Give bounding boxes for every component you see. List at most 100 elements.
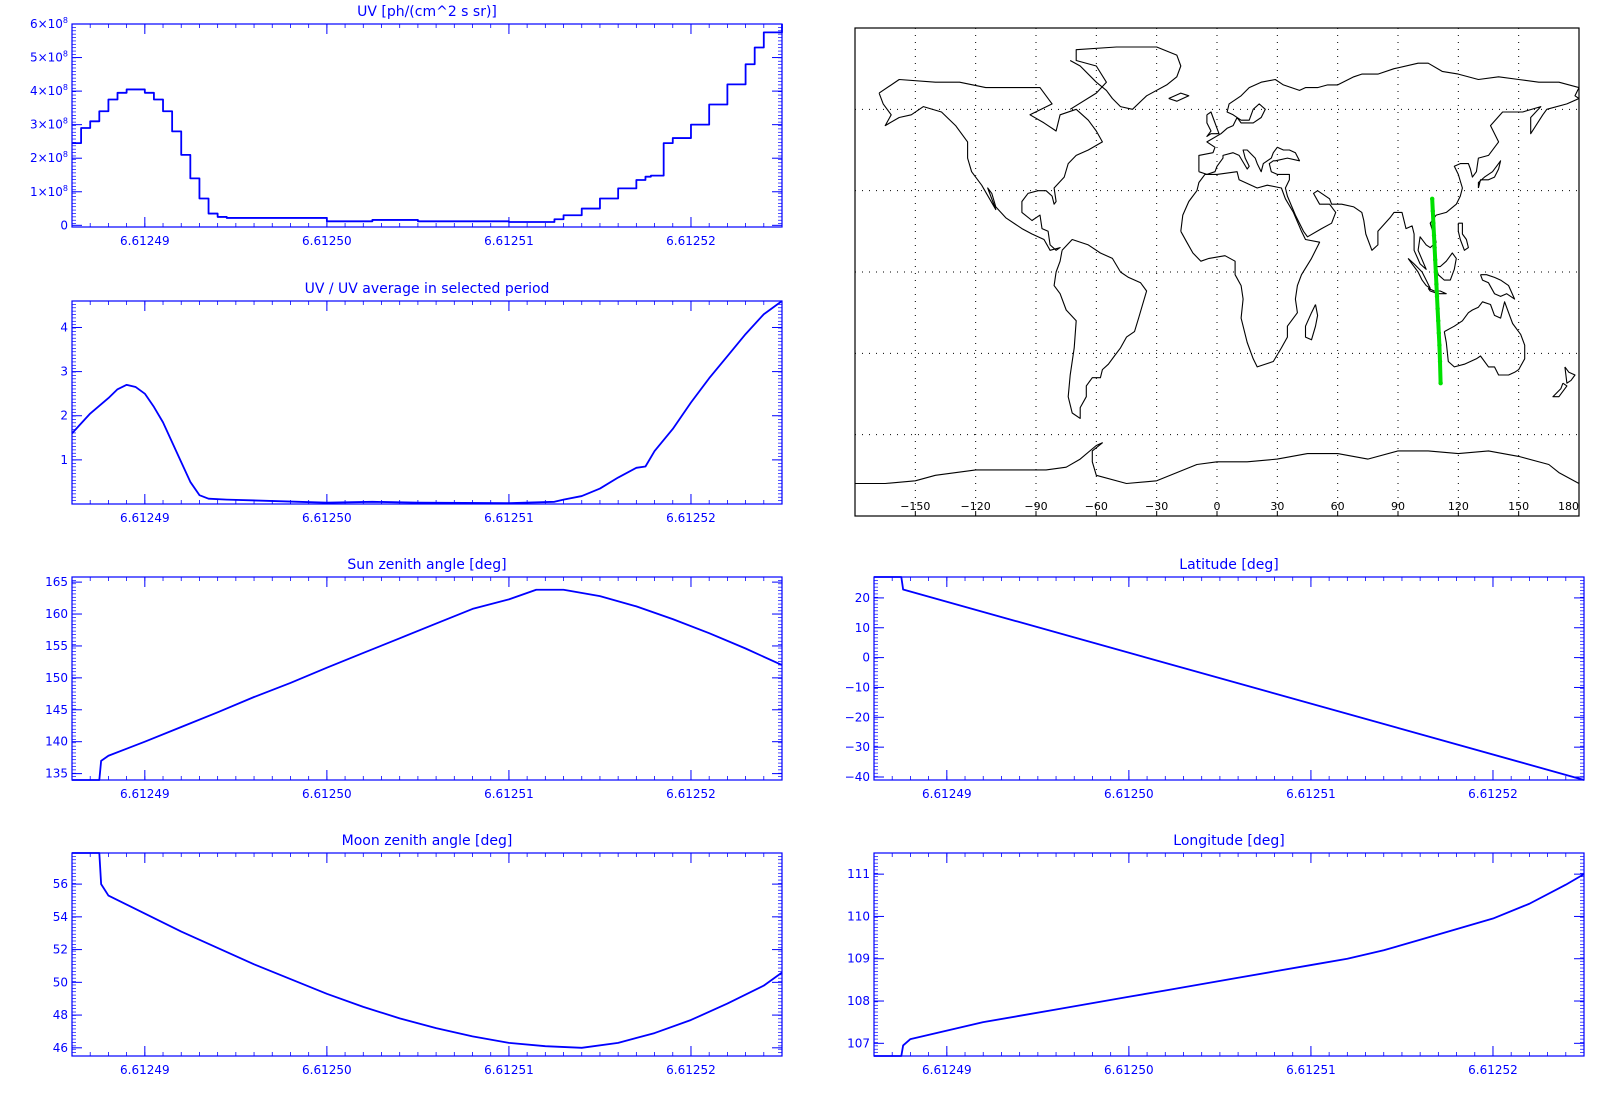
track-point (1429, 196, 1435, 201)
map-lon-tick-label: 90 (1391, 500, 1405, 513)
y-tick-label: 46 (53, 1041, 68, 1055)
track-point (1436, 330, 1442, 336)
coastline (1443, 301, 1526, 376)
chart-uv: UV [ph/(cm^2 s sr)] 6.61249 6.61250 6.61251… (30, 4, 783, 248)
y-tick-label: 107 (847, 1036, 870, 1050)
x-tick-label: 6.61252 (666, 234, 716, 248)
y-tick-label: 54 (53, 910, 68, 924)
coastline (1479, 274, 1516, 300)
y-tick-label: 2×108 (30, 150, 68, 165)
y-tick-label: −40 (845, 770, 870, 784)
y-tick-label: 6×108 (30, 16, 68, 31)
track-point (1434, 282, 1439, 287)
coastlines (855, 46, 1579, 485)
x-tick-label: 6.61249 (922, 787, 972, 801)
y-tick-exponent: 8 (63, 117, 68, 126)
y-tick-exponent: 8 (63, 50, 68, 59)
x-tick-label: 6.61250 (1104, 1063, 1154, 1077)
y-tick-label: 5×108 (30, 50, 68, 65)
track-point (1437, 343, 1442, 348)
x-tick-label: 6.61250 (302, 511, 352, 525)
y-tick-label: 3×108 (30, 117, 68, 132)
track-point (1438, 380, 1443, 386)
coastline (1457, 222, 1469, 251)
y-tick-label: 110 (847, 909, 870, 923)
chart-uv-ratio: UV / UV average in selected period 6.6124… (60, 281, 783, 525)
chart-title: Sun zenith angle [deg] (347, 557, 506, 573)
map-lon-tick-label: −150 (900, 500, 930, 513)
series-line-longitude (874, 873, 1585, 1057)
y-tick-label: 150 (45, 671, 68, 685)
coastline (1206, 111, 1220, 137)
y-tick-label: 1 (60, 453, 68, 467)
coastline (855, 442, 1579, 485)
coastline (1198, 62, 1579, 270)
track-point (1434, 294, 1440, 299)
map-lon-tick-label: −120 (961, 500, 991, 513)
coastline (1427, 287, 1447, 295)
track-point (1437, 359, 1443, 364)
x-tick-label: 6.61251 (484, 511, 534, 525)
x-tick-label: 6.61249 (120, 1063, 170, 1077)
coastline (1407, 257, 1431, 289)
x-tick-label: 6.61250 (302, 234, 352, 248)
y-tick-label: −10 (845, 680, 870, 694)
coastline (1435, 252, 1457, 281)
y-tick-label: 48 (53, 1008, 68, 1022)
plot-frame (71, 23, 783, 228)
map-lon-tick-label: −30 (1145, 500, 1168, 513)
x-tick-label: 6.61251 (484, 787, 534, 801)
map-lon-tick-label: 60 (1331, 500, 1345, 513)
y-tick-exponent: 8 (63, 184, 68, 193)
coastline (878, 78, 1103, 251)
y-tick-label: 109 (847, 952, 870, 966)
x-tick-label: 6.61251 (484, 234, 534, 248)
y-tick-label: 111 (847, 867, 870, 881)
y-tick-label: 50 (53, 975, 68, 989)
x-tick-label: 6.61249 (922, 1063, 972, 1077)
y-tick-base: 6×10 (30, 17, 63, 31)
map-lon-tick-label: −90 (1024, 500, 1047, 513)
coastline (1069, 46, 1182, 110)
map-frame (854, 27, 1580, 517)
x-tick-label: 6.61249 (120, 787, 170, 801)
coastline (1564, 366, 1576, 384)
x-tick-label: 6.61252 (1468, 787, 1518, 801)
series-line-uv (72, 24, 783, 223)
chart-title: UV [ph/(cm^2 s sr)] (357, 4, 497, 20)
y-tick-base: 3×10 (30, 118, 63, 132)
series-line-latitude (874, 576, 1585, 781)
y-tick-label: −20 (845, 710, 870, 724)
y-tick-label: 2 (60, 409, 68, 423)
chart-title: Latitude [deg] (1179, 557, 1278, 573)
chart-title: UV / UV average in selected period (305, 281, 550, 297)
track-point (1433, 257, 1438, 262)
y-tick-label: 10 (855, 621, 870, 635)
chart-latitude: Latitude [deg] 6.61249 6.61250 6.61251 6.612… (845, 557, 1585, 801)
y-tick-base: 4×10 (30, 84, 63, 98)
map-lon-tick-label: 0 (1214, 500, 1221, 513)
track-point (1431, 233, 1437, 238)
coastline (1477, 160, 1502, 189)
y-tick-label: 135 (45, 767, 68, 781)
y-tick-label: 165 (45, 575, 68, 589)
y-tick-label: 4×108 (30, 83, 68, 98)
chart-title: Moon zenith angle [deg] (342, 833, 513, 849)
track-point (1430, 208, 1435, 214)
y-tick-label: 52 (53, 943, 68, 957)
map-lon-tick-label: −60 (1085, 500, 1108, 513)
y-tick-base: 1×10 (30, 185, 63, 199)
y-tick-label: 0 (862, 651, 870, 665)
x-tick-label: 6.61251 (1286, 1063, 1336, 1077)
y-tick-label: 160 (45, 607, 68, 621)
x-tick-label: 6.61251 (1286, 787, 1336, 801)
y-tick-label: 1×108 (30, 184, 68, 199)
x-tick-label: 6.61249 (120, 511, 170, 525)
track-point (1433, 269, 1439, 275)
x-tick-label: 6.61250 (1104, 787, 1154, 801)
map-lon-tick-label: 180 (1558, 500, 1579, 513)
coastline (1552, 382, 1568, 398)
chart-longitude: Longitude [deg] 6.61249 6.61250 6.61251 6.61… (847, 833, 1585, 1077)
y-tick-label: −30 (845, 740, 870, 754)
